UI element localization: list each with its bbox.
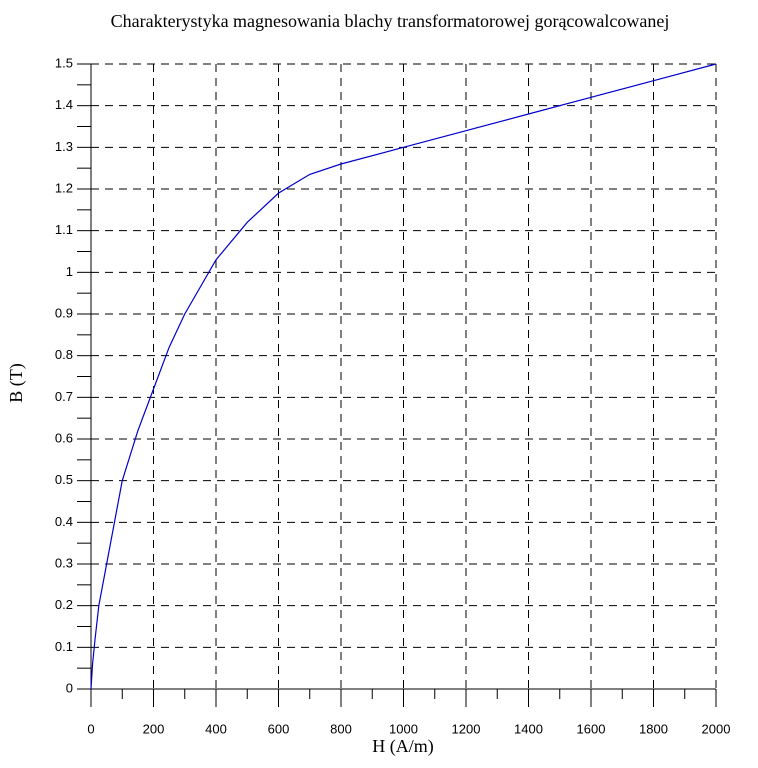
y-tick-label: 1.1 [55, 222, 73, 237]
y-tick-label: 1.2 [55, 180, 73, 195]
x-tick-label: 800 [330, 721, 352, 736]
x-tick-label: 1200 [452, 721, 481, 736]
x-tick-label: 600 [268, 721, 290, 736]
x-tick-label: 0 [87, 721, 94, 736]
data-line [90, 63, 717, 690]
x-tick-label: 1600 [577, 721, 606, 736]
x-axis-label: H (A/m) [372, 736, 434, 757]
y-tick-label: 1.5 [55, 55, 73, 70]
y-tick-label: 0.6 [55, 430, 73, 445]
y-tick-label: 0 [66, 680, 73, 695]
x-tick-label: 200 [143, 721, 165, 736]
y-tick-label: 0.7 [55, 389, 73, 404]
y-tick-label: 1 [66, 264, 73, 279]
y-tick-label: 0.4 [55, 514, 73, 529]
y-tick-label: 1.4 [55, 97, 73, 112]
y-tick-label: 0.9 [55, 305, 73, 320]
y-tick-label: 1.3 [55, 139, 73, 154]
x-tick-label: 1800 [639, 721, 668, 736]
y-tick-label: 0.3 [55, 555, 73, 570]
chart-title: Charakterystyka magnesowania blachy tran… [111, 11, 670, 31]
y-tick-label: 0.8 [55, 347, 73, 362]
y-tick-label: 0.1 [55, 639, 73, 654]
y-tick-label: 0.5 [55, 472, 73, 487]
x-tick-label: 400 [205, 721, 227, 736]
x-tick-label: 1000 [389, 721, 418, 736]
y-tick-label: 0.2 [55, 597, 73, 612]
x-tick-label: 2000 [702, 721, 731, 736]
x-tick-label: 1400 [514, 721, 543, 736]
y-axis-label: B (T) [6, 363, 27, 403]
